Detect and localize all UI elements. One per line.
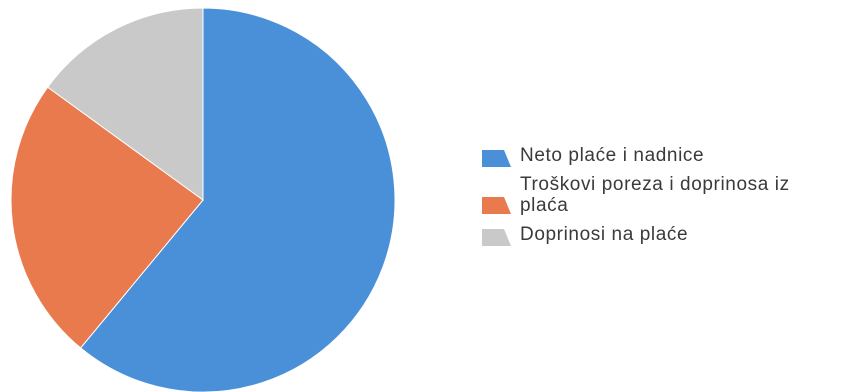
legend-swatch-troskovi-poreza	[480, 196, 513, 215]
pie-slice-1	[79, 7, 396, 392]
legend-swatch-shape-troskovi-poreza	[482, 197, 511, 214]
pie-slice-2	[10, 86, 204, 349]
legend-swatch-shape-neto-place	[482, 150, 511, 167]
legend-label-troskovi-poreza-line2: plaća	[520, 195, 569, 216]
legend-swatch-neto-place	[480, 149, 513, 168]
legend-swatch-doprinosi	[480, 228, 513, 247]
legend-item-neto-place: Neto plaće i nadnice	[480, 145, 850, 168]
chart-legend: Neto plaće i nadnice Troškovi poreza i d…	[480, 145, 850, 253]
legend-item-doprinosi: Doprinosi na plaće	[480, 224, 850, 247]
legend-item-troskovi-poreza: Troškovi poreza i doprinosa iz plaća	[480, 174, 850, 216]
legend-swatch-shape-doprinosi	[482, 229, 511, 246]
legend-label-doprinosi: Doprinosi na plaće	[520, 224, 689, 245]
legend-label-neto-place: Neto plaće i nadnice	[520, 145, 705, 166]
pie-slice-3	[46, 7, 204, 201]
pie-plot-area	[10, 7, 396, 392]
legend-label-troskovi-poreza-line1: Troškovi poreza i doprinosa iz	[520, 174, 790, 195]
